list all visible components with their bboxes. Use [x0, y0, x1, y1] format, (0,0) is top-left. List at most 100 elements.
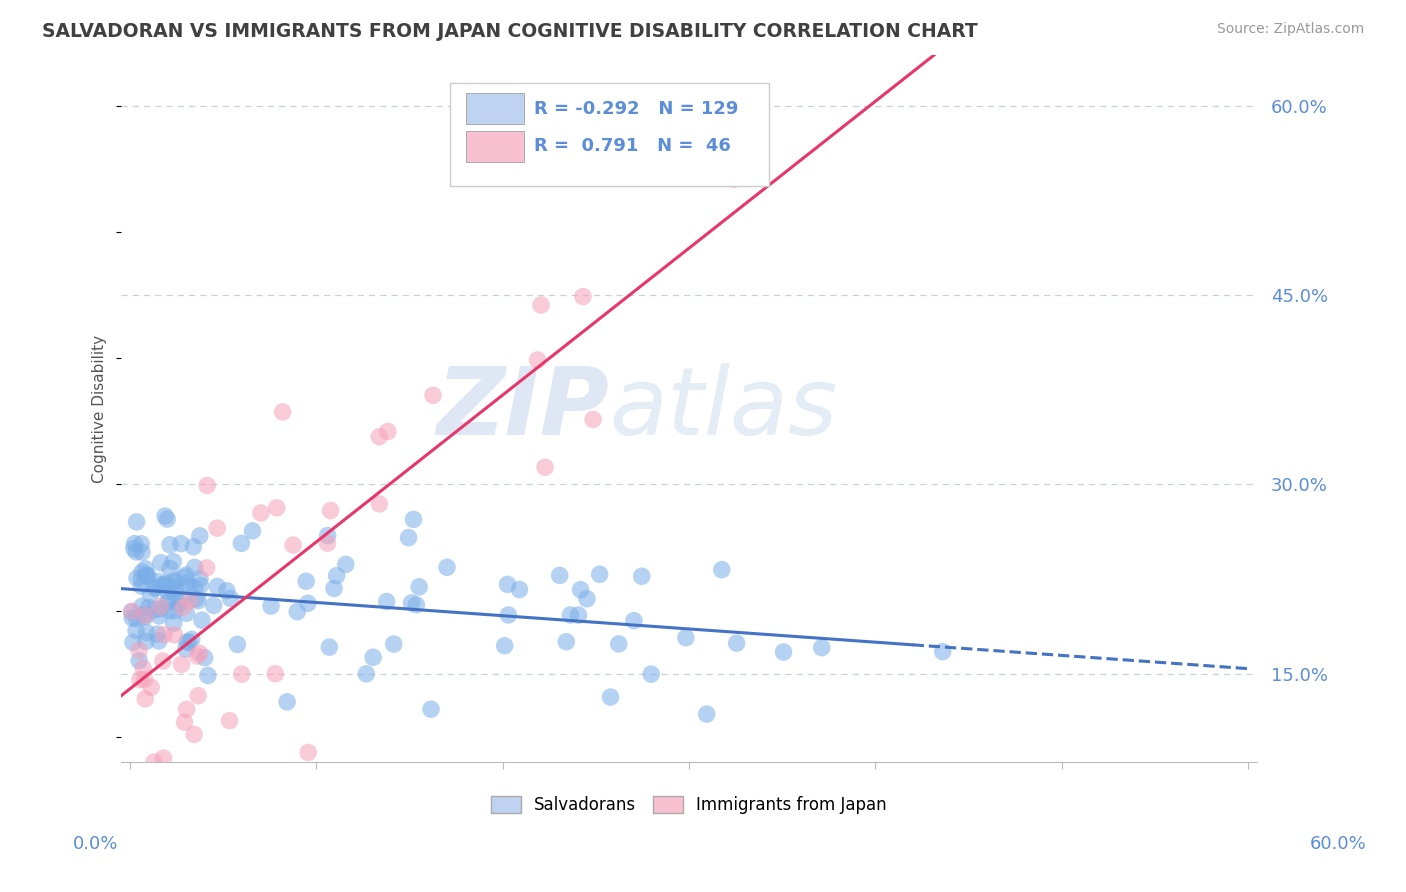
Text: 0.0%: 0.0% — [73, 835, 118, 853]
Point — [163, 574, 186, 588]
Point — [723, 172, 745, 186]
Point — [179, 594, 201, 608]
Point — [141, 681, 163, 695]
Point — [131, 565, 153, 579]
Point — [496, 577, 519, 591]
Point — [931, 645, 953, 659]
Point — [149, 602, 172, 616]
Point — [675, 631, 697, 645]
Point — [148, 574, 170, 589]
Text: ZIP: ZIP — [436, 363, 609, 455]
Point — [187, 689, 209, 703]
Point — [607, 637, 630, 651]
Point — [242, 524, 264, 538]
Point — [420, 702, 443, 716]
FancyBboxPatch shape — [467, 131, 524, 161]
Point — [226, 637, 249, 651]
Point — [143, 602, 166, 616]
Point — [121, 611, 143, 625]
Point — [143, 581, 166, 595]
Point — [494, 639, 516, 653]
Point — [132, 661, 155, 675]
Point — [128, 654, 150, 668]
Point — [156, 584, 179, 599]
Point — [408, 580, 430, 594]
Point — [207, 579, 229, 593]
Point — [152, 654, 174, 668]
Point — [202, 599, 225, 613]
Point — [183, 540, 205, 554]
Point — [184, 582, 207, 596]
Point — [219, 591, 242, 606]
Point — [132, 607, 155, 622]
Point — [560, 607, 582, 622]
Point — [325, 568, 347, 582]
Point — [555, 634, 578, 648]
Point — [159, 561, 181, 575]
Point — [526, 353, 548, 368]
Point — [180, 632, 202, 647]
Text: SALVADORAN VS IMMIGRANTS FROM JAPAN COGNITIVE DISABILITY CORRELATION CHART: SALVADORAN VS IMMIGRANTS FROM JAPAN COGN… — [42, 22, 979, 41]
Point — [271, 405, 294, 419]
Point — [599, 690, 621, 704]
Point — [145, 581, 167, 595]
Point — [264, 666, 287, 681]
Point — [422, 388, 444, 402]
Point — [567, 608, 589, 623]
Point — [138, 600, 160, 615]
Legend: Salvadorans, Immigrants from Japan: Salvadorans, Immigrants from Japan — [484, 789, 894, 821]
Point — [167, 596, 190, 610]
Point — [174, 642, 197, 657]
Text: R = -0.292   N = 129: R = -0.292 N = 129 — [534, 100, 738, 118]
Point — [184, 591, 207, 606]
Point — [176, 635, 198, 649]
Point — [534, 460, 557, 475]
Point — [125, 571, 148, 585]
Point — [125, 515, 148, 529]
Point — [297, 746, 319, 760]
Point — [398, 531, 420, 545]
Point — [630, 569, 652, 583]
Point — [191, 613, 214, 627]
Point — [250, 506, 273, 520]
Point — [194, 650, 217, 665]
Point — [186, 648, 208, 663]
Point — [188, 646, 211, 660]
Point — [218, 714, 240, 728]
Point — [172, 600, 194, 615]
Point — [121, 604, 143, 618]
Point — [159, 538, 181, 552]
Point — [323, 582, 346, 596]
Point — [569, 582, 592, 597]
Point — [179, 579, 201, 593]
Point — [129, 673, 152, 687]
Point — [197, 668, 219, 682]
Point — [696, 707, 718, 722]
Point — [159, 579, 181, 593]
Text: 60.0%: 60.0% — [1310, 835, 1367, 853]
Point — [188, 572, 211, 586]
Point — [125, 611, 148, 625]
Point — [183, 560, 205, 574]
Point — [134, 691, 156, 706]
Point — [153, 508, 176, 523]
Point — [134, 608, 156, 623]
Point — [150, 578, 173, 592]
Point — [165, 581, 187, 595]
Point — [266, 500, 288, 515]
Point — [129, 537, 152, 551]
Point — [172, 591, 194, 606]
Point — [319, 503, 342, 517]
Point — [148, 608, 170, 623]
Text: R =  0.791   N =  46: R = 0.791 N = 46 — [534, 137, 731, 155]
Point — [231, 667, 253, 681]
Point — [354, 666, 377, 681]
Point — [148, 634, 170, 648]
Point — [170, 657, 193, 672]
Point — [173, 570, 195, 584]
Point — [436, 560, 458, 574]
Point — [163, 575, 186, 590]
Point — [135, 562, 157, 576]
Point — [498, 607, 520, 622]
Point — [295, 574, 318, 589]
